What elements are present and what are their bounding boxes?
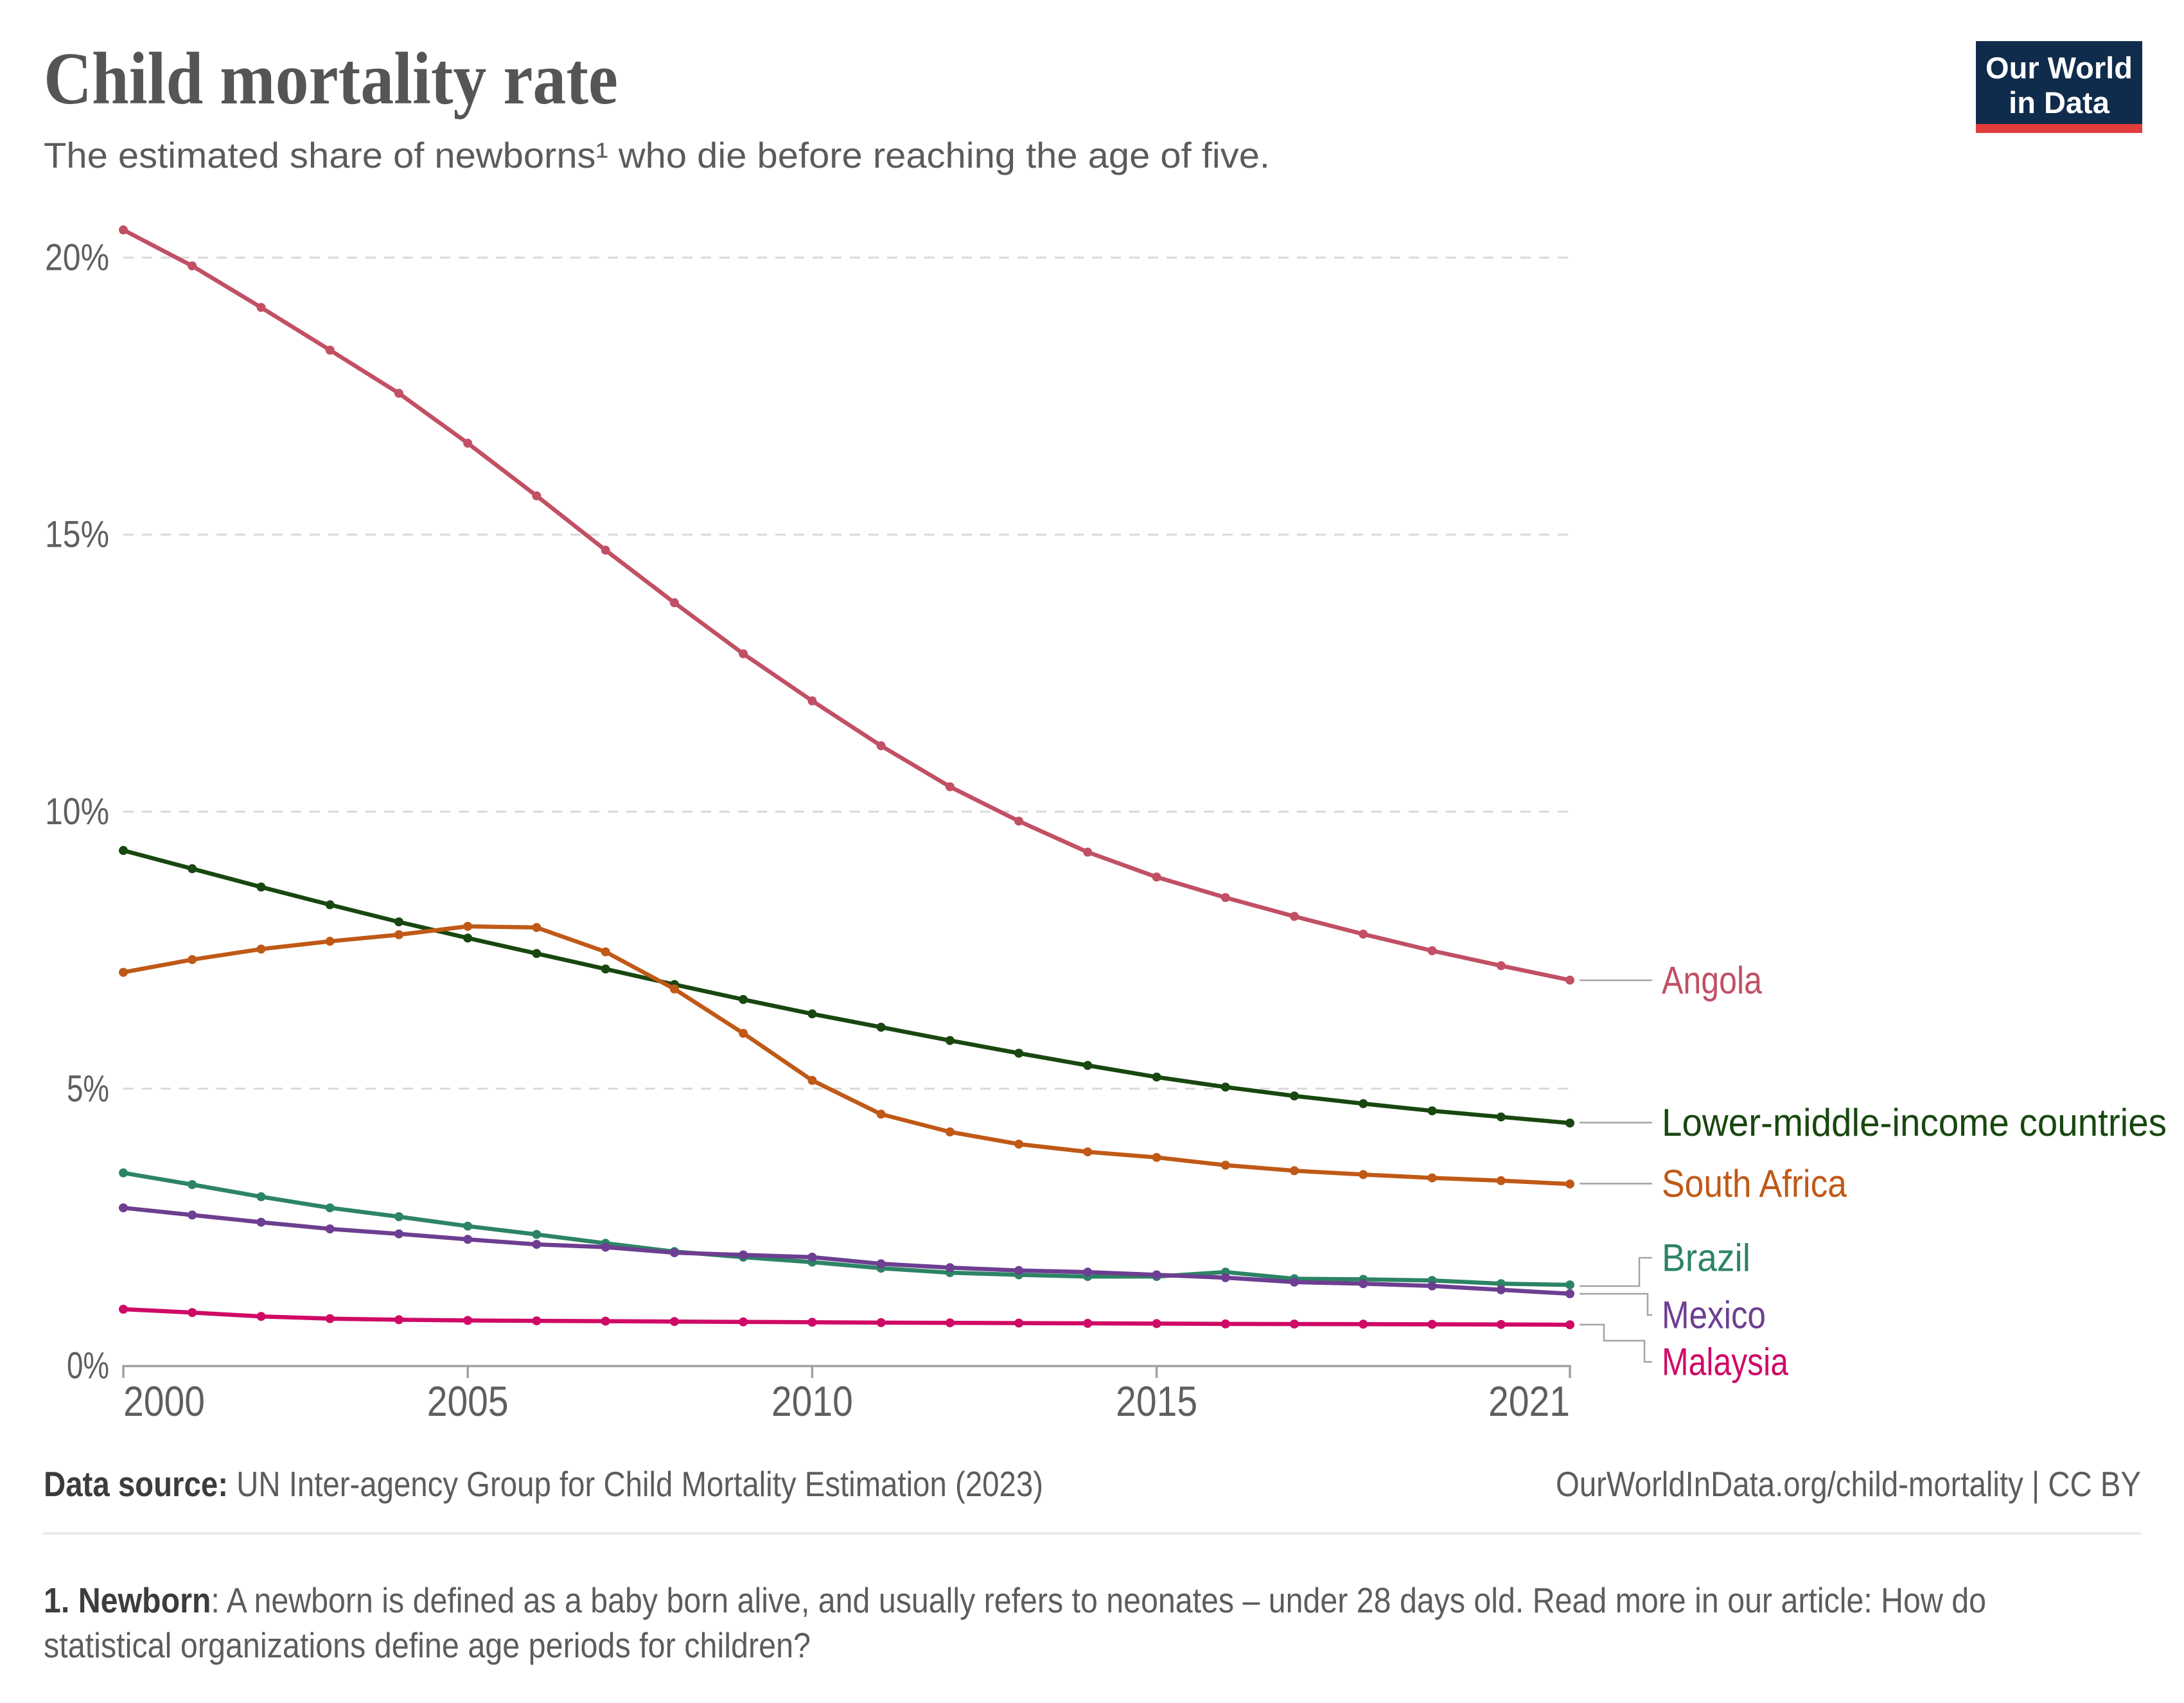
svg-text:2015: 2015 [1116,1377,1197,1425]
svg-text:Child mortality rate: Child mortality rate [44,38,618,120]
svg-text:statistical organizations defi: statistical organizations define age per… [44,1625,811,1665]
svg-text:Malaysia: Malaysia [1662,1341,1789,1384]
svg-text:10%: 10% [45,791,109,833]
svg-text:Angola: Angola [1662,959,1763,1002]
svg-text:Our World: Our World [1986,51,2133,85]
svg-text:South Africa: South Africa [1662,1162,1847,1205]
svg-text:20%: 20% [45,237,109,279]
svg-text:0%: 0% [67,1345,109,1387]
svg-text:in Data: in Data [2009,85,2110,119]
svg-text:OurWorldInData.org/child-morta: OurWorldInData.org/child-mortality | CC … [1556,1464,2141,1504]
svg-text:2000: 2000 [123,1377,205,1425]
svg-text:15%: 15% [45,514,109,556]
svg-text:2010: 2010 [771,1377,853,1425]
svg-text:2005: 2005 [427,1377,509,1425]
svg-text:Lower-middle-income countries: Lower-middle-income countries [1662,1101,2167,1144]
svg-text:The estimated share of newborn: The estimated share of newborns¹ who die… [44,135,1270,175]
svg-text:2021: 2021 [1488,1377,1570,1425]
svg-text:Mexico: Mexico [1662,1294,1766,1337]
svg-text:Brazil: Brazil [1662,1237,1750,1280]
svg-text:5%: 5% [67,1068,109,1109]
svg-text:Data source: UN Inter-agency G: Data source: UN Inter-agency Group for C… [44,1464,1043,1504]
svg-text:1. Newborn: A newborn is defin: 1. Newborn: A newborn is defined as a ba… [44,1580,1986,1620]
